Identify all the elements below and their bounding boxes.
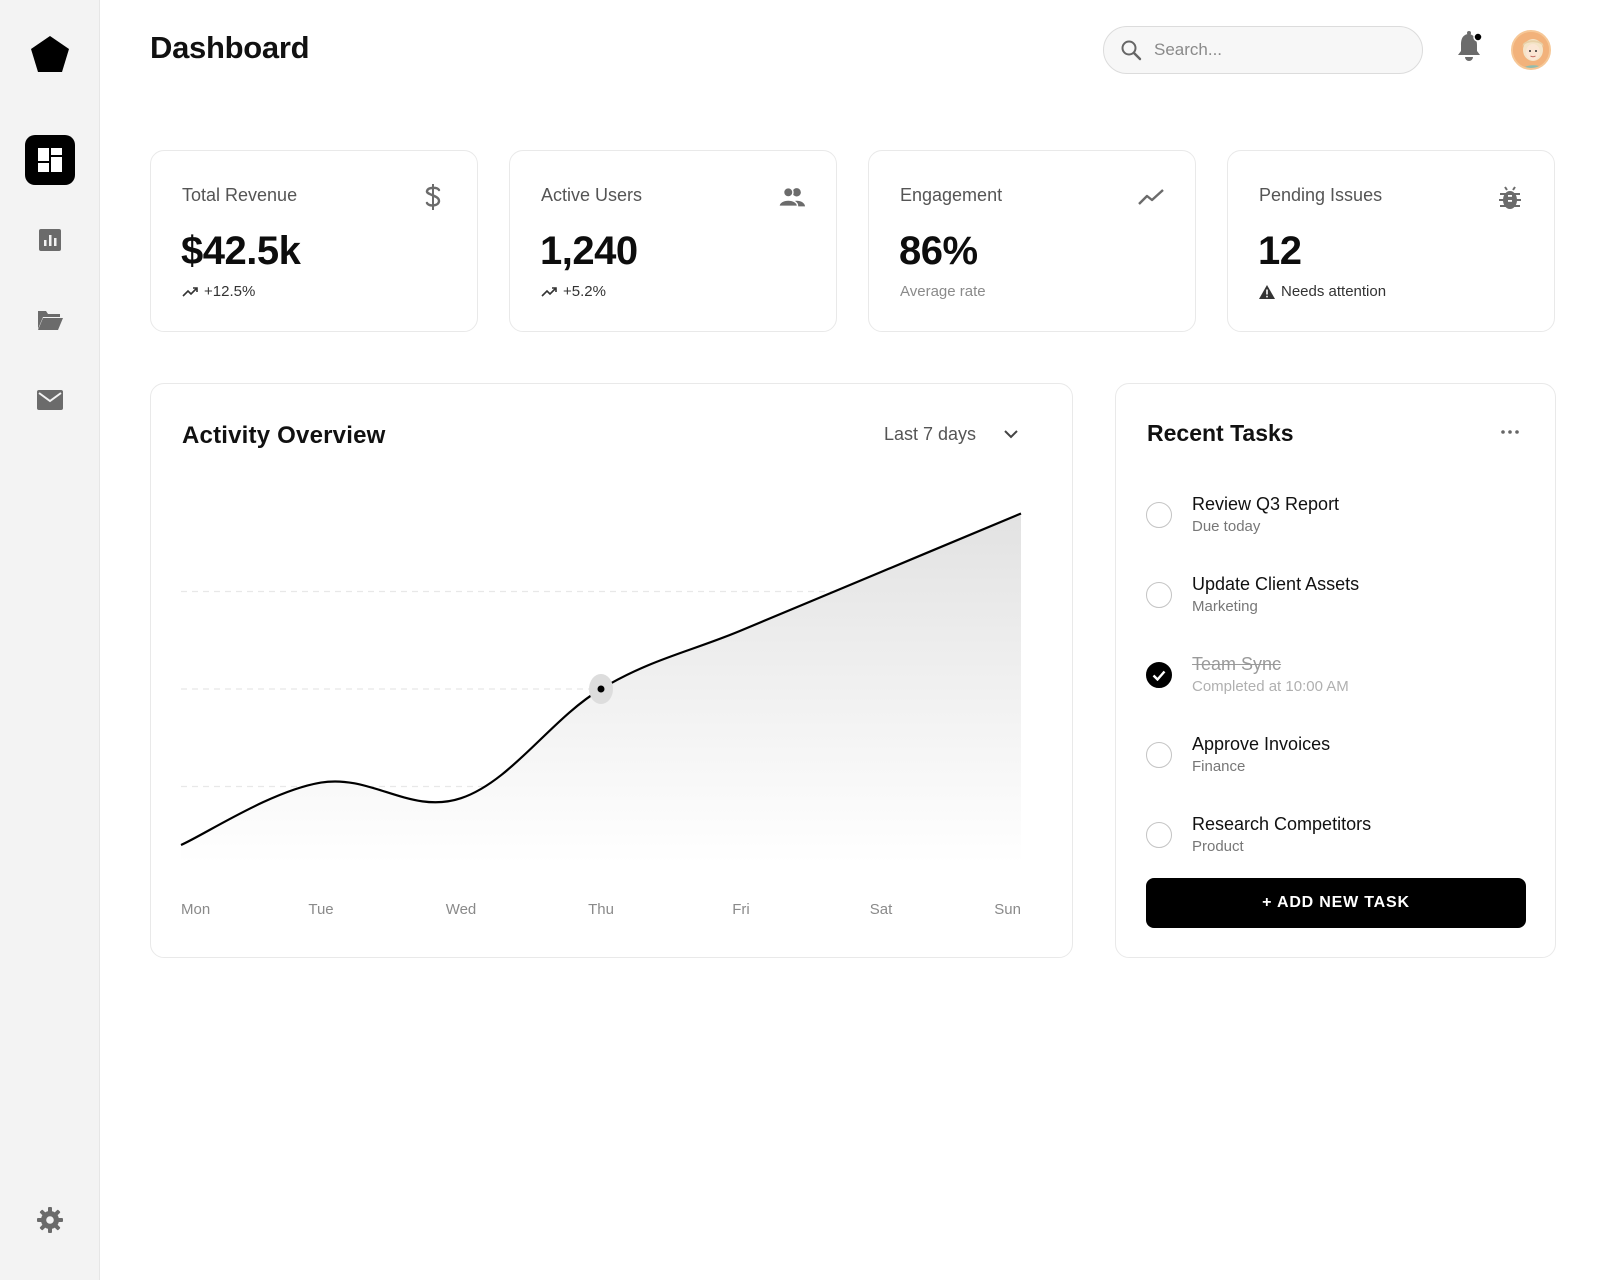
task-checkbox-checked[interactable]	[1146, 662, 1172, 688]
task-subtitle: Due today	[1192, 518, 1261, 535]
chart-title: Activity Overview	[182, 422, 386, 449]
task-item[interactable]: Approve Invoices Finance	[1146, 734, 1526, 784]
task-checkbox[interactable]	[1146, 582, 1172, 608]
task-item[interactable]: Review Q3 Report Due today	[1146, 494, 1526, 544]
chart-x-label: Sun	[994, 901, 1021, 918]
task-title: Research Competitors	[1192, 814, 1372, 834]
stat-label: Pending Issues	[1259, 185, 1383, 205]
stat-value: 12	[1258, 229, 1302, 273]
search-icon	[1121, 40, 1142, 61]
search-input[interactable]	[1154, 40, 1404, 60]
stat-label: Engagement	[900, 185, 1003, 205]
task-title: Team Sync	[1192, 654, 1282, 674]
stat-alert-text: Needs attention	[1281, 283, 1387, 300]
task-subtitle: Product	[1192, 838, 1244, 855]
folder-open-icon	[38, 311, 63, 330]
sidebar-item-dashboard[interactable]	[25, 135, 75, 185]
trending-up-icon	[541, 286, 557, 297]
task-item[interactable]: Update Client Assets Marketing	[1146, 574, 1526, 624]
stat-value: 86%	[899, 229, 978, 273]
more-horizontal-icon	[1501, 430, 1519, 434]
stat-label: Total Revenue	[182, 185, 298, 205]
dollar-icon	[419, 183, 447, 211]
stat-value: $42.5k	[181, 229, 301, 273]
gear-icon	[37, 1207, 63, 1233]
task-title: Update Client Assets	[1192, 574, 1360, 594]
range-select-value: Last 7 days	[884, 424, 977, 444]
chart-point[interactable]	[597, 685, 605, 693]
task-item[interactable]: Research Competitors Product	[1146, 814, 1526, 864]
check-icon	[1152, 670, 1166, 681]
bar-chart-icon	[39, 229, 61, 251]
trending-up-icon	[182, 286, 198, 297]
user-avatar-image	[1513, 32, 1549, 68]
task-checkbox[interactable]	[1146, 502, 1172, 528]
stat-value: 1,240	[540, 229, 638, 273]
more-options-button[interactable]	[1495, 424, 1525, 440]
chart-x-label: Thu	[588, 901, 614, 918]
stat-change: +5.2%	[541, 283, 606, 300]
tasks-title: Recent Tasks	[1147, 420, 1294, 446]
task-subtitle: Completed at 10:00 AM	[1192, 678, 1349, 695]
stat-change-value: +5.2%	[563, 283, 606, 300]
trending-line-icon	[1137, 183, 1165, 211]
stat-card-users: Active Users 1,240 +5.2%	[509, 150, 837, 332]
tasks-card: Recent Tasks Review Q3 Report Due today …	[1115, 383, 1556, 958]
chart-x-label: Fri	[732, 901, 750, 918]
task-title: Review Q3 Report	[1192, 494, 1340, 514]
task-subtitle: Finance	[1192, 758, 1246, 775]
range-select[interactable]: Last 7 days	[884, 424, 1018, 445]
stat-label: Active Users	[541, 185, 643, 205]
sidebar	[0, 0, 100, 1280]
chart-x-label: Wed	[446, 901, 477, 918]
mail-icon	[37, 390, 63, 410]
sidebar-item-settings[interactable]	[30, 1200, 70, 1240]
stat-caption-text: Average rate	[900, 283, 986, 300]
stat-alert: Needs attention	[1259, 283, 1386, 300]
dashboard-icon	[38, 148, 62, 172]
stat-change: +12.5%	[182, 283, 255, 300]
notification-dot	[1473, 32, 1483, 42]
logo-icon[interactable]	[30, 35, 70, 73]
activity-chart: Mon Tue Wed Thu Fri Sat Sun	[180, 512, 1022, 918]
chart-x-label: Mon	[181, 901, 210, 918]
stat-card-issues: Pending Issues 12 Needs attention	[1227, 150, 1555, 332]
page-title: Dashboard	[150, 30, 310, 65]
bell-icon[interactable]	[1455, 30, 1485, 64]
activity-card: Activity Overview Last 7 days Mon Tue Wed T…	[150, 383, 1073, 958]
bug-icon	[1496, 183, 1524, 211]
avatar[interactable]	[1511, 30, 1551, 70]
chart-x-label: Sat	[870, 901, 893, 918]
task-title: Approve Invoices	[1192, 734, 1331, 754]
task-checkbox[interactable]	[1146, 742, 1172, 768]
sidebar-item-files[interactable]	[25, 295, 75, 345]
task-subtitle: Marketing	[1192, 598, 1258, 615]
search-box[interactable]	[1103, 26, 1423, 74]
warning-icon	[1259, 284, 1275, 299]
add-task-button[interactable]: + ADD NEW TASK	[1146, 878, 1526, 928]
chevron-down-icon	[1004, 430, 1018, 439]
task-checkbox[interactable]	[1146, 822, 1172, 848]
chart-x-label: Tue	[308, 901, 333, 918]
chart-area	[181, 513, 1021, 864]
sidebar-item-analytics[interactable]	[25, 215, 75, 265]
stat-card-revenue: Total Revenue $42.5k +12.5%	[150, 150, 478, 332]
task-item[interactable]: Team Sync Completed at 10:00 AM	[1146, 654, 1526, 704]
stat-caption: Average rate	[900, 283, 986, 300]
sidebar-item-mail[interactable]	[25, 375, 75, 425]
stat-change-value: +12.5%	[204, 283, 256, 300]
users-icon	[778, 183, 806, 211]
stat-card-engagement: Engagement 86% Average rate	[868, 150, 1196, 332]
